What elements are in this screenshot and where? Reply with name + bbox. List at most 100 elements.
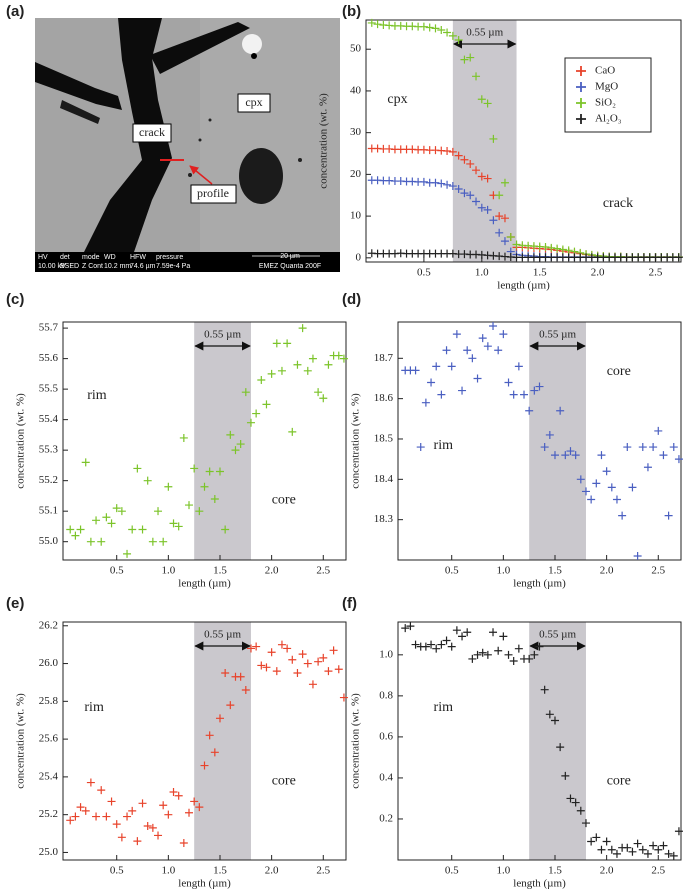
data-point	[477, 172, 486, 181]
data-point	[553, 244, 562, 253]
info-header: det	[60, 254, 70, 261]
data-point	[472, 166, 481, 175]
data-point	[102, 513, 111, 522]
data-point	[581, 487, 590, 496]
data-point	[367, 18, 376, 27]
data-point	[633, 839, 642, 848]
data-point	[319, 653, 328, 662]
data-point	[288, 655, 297, 664]
data-point	[489, 216, 498, 225]
frame	[62, 621, 347, 861]
data-point	[468, 654, 477, 663]
data-point	[452, 330, 461, 339]
data-point	[664, 511, 673, 520]
data-point	[643, 463, 652, 472]
data-point	[272, 339, 281, 348]
x-tick-label: 2.0	[265, 865, 279, 877]
data-point	[597, 845, 606, 854]
data-point	[272, 667, 281, 676]
data-point	[241, 686, 250, 694]
data-point	[148, 823, 157, 832]
data-point	[509, 656, 518, 665]
data-point	[494, 646, 503, 655]
panel-label: (e)	[6, 595, 24, 612]
y-tick-label: 25.2	[39, 808, 58, 820]
data-point	[288, 427, 297, 436]
data-point	[628, 483, 637, 492]
y-tick-label: 30	[350, 126, 362, 138]
x-tick-label: 2.0	[600, 565, 614, 577]
data-point	[283, 339, 292, 348]
shaded-band	[194, 622, 251, 860]
data-point	[618, 511, 627, 520]
image-label: cpx	[245, 95, 262, 109]
y-tick-label: 0.4	[379, 771, 393, 783]
instrument-label: EMEZ Quanta 200F	[259, 263, 321, 270]
y-tick-label: 50	[350, 43, 362, 55]
data-point	[71, 812, 80, 821]
data-point	[550, 451, 559, 460]
y-tick-label: 25.6	[39, 733, 59, 745]
data-point	[466, 159, 475, 168]
data-point	[564, 246, 573, 255]
data-point	[185, 501, 194, 510]
data-point	[246, 418, 255, 427]
data-point	[138, 799, 147, 808]
annotation: rim	[87, 388, 107, 403]
data-point	[550, 716, 559, 725]
x-axis-label: length (µm)	[178, 578, 231, 590]
y-tick-label: 55.2	[39, 474, 58, 486]
data-point	[221, 525, 230, 534]
data-point	[561, 451, 570, 460]
y-tick-label: 18.7	[374, 352, 394, 364]
data-point	[437, 179, 446, 188]
x-tick-label: 0.5	[110, 865, 124, 877]
data-point	[190, 797, 199, 806]
y-tick-label: 55.0	[39, 535, 59, 547]
data-point	[416, 443, 425, 452]
data-point	[339, 693, 348, 702]
shaded-band	[529, 622, 586, 860]
data-point	[654, 426, 663, 435]
data-point	[431, 24, 440, 33]
info-value: Z Cont	[82, 263, 103, 270]
data-point	[159, 801, 168, 810]
legend-marker	[576, 82, 586, 92]
x-tick-label: 2.5	[651, 565, 665, 577]
image-label: profile	[197, 186, 229, 200]
y-tick-label: 55.1	[39, 505, 58, 517]
legend-label: Al₂O₃	[595, 113, 622, 125]
y-tick-label: 18.3	[374, 513, 394, 525]
data-point	[500, 214, 509, 223]
data-point	[452, 626, 461, 635]
data-point	[556, 406, 565, 415]
data-point	[334, 351, 343, 360]
data-point	[174, 791, 183, 800]
data-point	[112, 504, 121, 513]
data-point	[669, 851, 678, 860]
image-label: crack	[139, 125, 165, 139]
info-header: pressure	[156, 254, 183, 261]
data-point	[463, 628, 472, 637]
data-point	[432, 644, 441, 653]
data-point	[592, 833, 601, 842]
data-point	[664, 849, 673, 858]
data-point	[612, 495, 621, 504]
y-tick-label: 18.4	[374, 473, 394, 485]
y-tick-label: 10	[350, 210, 362, 222]
band-label: 0.55 µm	[539, 629, 576, 641]
data-point	[308, 680, 317, 689]
x-tick-label: 2.5	[651, 865, 665, 877]
y-axis-label: concentration (wt. %)	[15, 693, 27, 789]
data-point	[86, 537, 95, 546]
info-value: 7.59e-4 Pa	[156, 263, 190, 270]
data-point	[277, 640, 286, 649]
data-point	[499, 632, 508, 641]
data-point	[324, 360, 333, 369]
data-point	[489, 322, 498, 331]
data-point	[669, 443, 678, 452]
y-tick-label: 26.0	[39, 657, 59, 669]
y-axis-label: concentration (wt. %)	[318, 93, 330, 189]
data-point	[174, 522, 183, 531]
data-point	[112, 820, 121, 829]
